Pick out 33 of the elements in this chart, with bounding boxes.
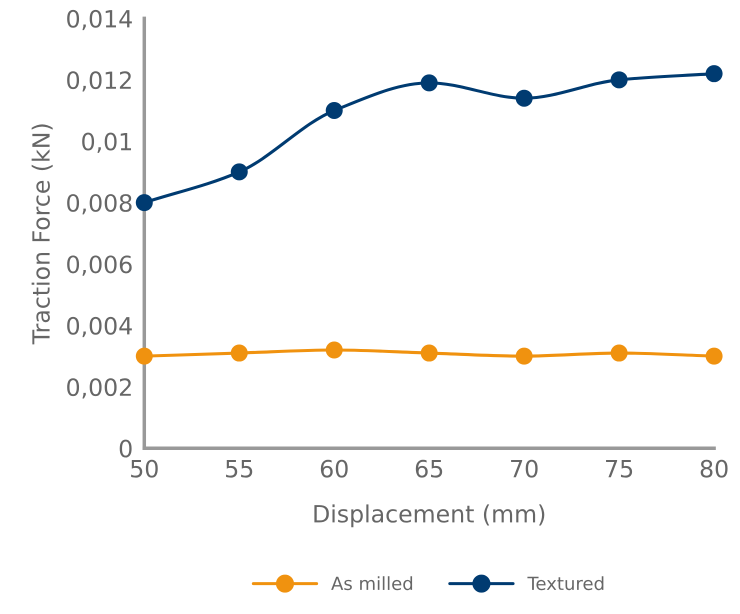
x-axis-title: Displacement (mm) [314, 504, 544, 528]
point [516, 348, 533, 365]
y-tick-label: 0,01 [82, 132, 132, 153]
y-axis-title: Traction Force (kN) [32, 124, 53, 344]
point [326, 102, 343, 120]
point [516, 90, 533, 107]
point [420, 74, 438, 92]
x-tick-label: 80 [700, 460, 728, 478]
y-tick-label: 0,004 [67, 316, 132, 338]
point [326, 341, 343, 358]
y-tick-label: 0,014 [67, 10, 132, 30]
legend-label: As milled [331, 576, 412, 590]
x-tick-label: 50 [131, 460, 158, 478]
point [706, 65, 723, 82]
point [136, 194, 153, 212]
x-tick-label: 60 [320, 460, 348, 478]
point [420, 344, 438, 362]
y-tick-label: 0,012 [67, 71, 131, 92]
x-tick-label: 70 [511, 460, 538, 478]
point [610, 344, 628, 362]
point [230, 163, 248, 180]
x-tick-label: 75 [606, 460, 632, 478]
point [230, 344, 248, 362]
y-tick-label: 0,002 [67, 378, 131, 399]
x-tick-label: 55 [226, 460, 252, 478]
point [706, 348, 723, 365]
legend-label: Textured [527, 576, 604, 590]
y-tick-label: 0 [120, 440, 132, 458]
y-tick-label: 0,006 [67, 255, 132, 276]
point [136, 348, 153, 365]
point [610, 71, 628, 88]
y-tick-label: 0,008 [67, 194, 132, 214]
x-tick-label: 65 [416, 460, 442, 478]
